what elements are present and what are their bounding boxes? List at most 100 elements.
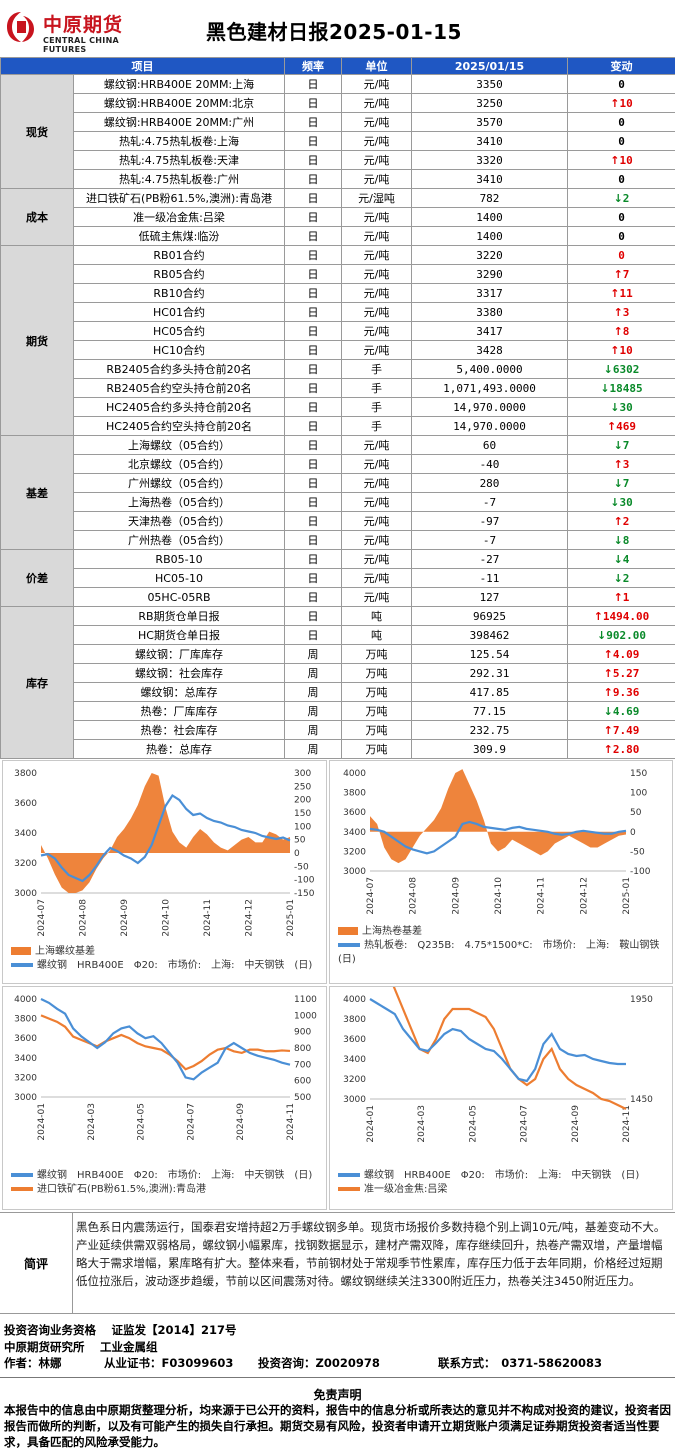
freq-cell: 日 — [284, 74, 342, 94]
freq-cell: 日 — [284, 340, 342, 360]
change-value: 0 — [618, 115, 625, 129]
arrow-down-icon: ↓ — [610, 495, 620, 509]
value-cell: -11 — [411, 568, 568, 588]
value-cell: 1400 — [411, 207, 568, 227]
change-cell: ↓4.69 — [567, 701, 675, 721]
y-left-tick: 3800 — [14, 769, 37, 779]
change-cell: 0 — [567, 226, 675, 246]
x-tick: 2024-08 — [79, 899, 89, 937]
arrow-up-icon: ↑ — [603, 742, 613, 756]
item-cell: 热轧:4.75热轧板卷:广州 — [73, 169, 285, 189]
table-row: 基差 上海螺纹（05合约）日元/吨 60 ↓7 — [0, 435, 675, 550]
value-cell: 3250 — [411, 93, 568, 113]
change-value: 4.69 — [612, 704, 640, 718]
x-tick: 2024-03 — [417, 1105, 427, 1143]
unit-cell: 元/吨 — [341, 150, 412, 170]
change-cell: ↓2 — [567, 568, 675, 588]
logo-text-cn: 中原期货 — [43, 14, 124, 36]
chart-rebar-vs-iron-ore: 3000 3200 3400 3600 3800 4000 500 600 700 800 900 1… — [2, 986, 327, 1210]
unit-cell: 元/吨 — [341, 435, 412, 455]
change-cell: ↑3 — [567, 302, 675, 322]
secondary-line — [392, 987, 627, 1110]
freq-cell: 日 — [284, 378, 342, 398]
arrow-up-icon: ↑ — [603, 647, 613, 661]
arrow-down-icon: ↓ — [613, 571, 623, 585]
chart-svg: 3000 3200 3400 3600 3800 -150 -100 -50 0 50 100 150… — [14, 769, 315, 937]
unit-cell: 元/吨 — [341, 264, 412, 284]
item-cell: HC05-10 — [73, 568, 285, 588]
item-cell: RB05合约 — [73, 264, 285, 284]
item-cell: HC10合约 — [73, 340, 285, 360]
secondary-line — [40, 1014, 291, 1071]
report-header: 中原期货 CENTRAL CHINA FUTURES 黑色建材日报2025-01… — [0, 0, 675, 57]
change-value: 10 — [619, 96, 633, 110]
unit-cell: 元/吨 — [341, 568, 412, 588]
legend-area-swatch — [11, 947, 31, 955]
table-row: HC期货仓单日报日吨 398462 ↓902.00 — [1, 625, 675, 645]
x-tick: 2025-01 — [622, 877, 632, 915]
freq-cell: 日 — [284, 416, 342, 436]
logo-text-en: CENTRAL CHINA FUTURES — [43, 36, 120, 54]
table-row: 广州热卷（05合约）日元/吨 -7 ↓8 — [1, 530, 675, 550]
change-value: 18485 — [609, 381, 643, 395]
category-cell: 期货 — [0, 245, 74, 436]
unit-cell: 元/吨 — [341, 511, 412, 531]
freq-cell: 日 — [284, 264, 342, 284]
disclaimer-text: 本报告中的信息由中原期货整理分析，均来源于已公开的资料，报告中的信息分析或所表达… — [4, 1403, 671, 1449]
item-cell: 螺纹钢:HRB400E 20MM:上海 — [73, 74, 285, 94]
table-row: 低硫主焦煤:临汾日元/吨 1400 0 — [1, 226, 675, 246]
table-row: 热轧:4.75热轧板卷:天津日元/吨 3320 ↑10 — [1, 150, 675, 170]
y-left-tick: 3200 — [343, 847, 366, 857]
unit-cell: 元/吨 — [341, 283, 412, 303]
arrow-up-icon: ↑ — [613, 590, 623, 604]
review-section: 简评 黑色系日内震荡运行，国泰君安增持超2万手螺纹钢多单。现货市场报价多数持稳个… — [0, 1212, 675, 1314]
y-left-tick: 4000 — [14, 995, 37, 1005]
freq-cell: 日 — [284, 625, 342, 645]
item-cell: 螺纹钢：总库存 — [73, 682, 285, 702]
change-value: 11 — [619, 286, 633, 300]
y-right-tick: 600 — [294, 1077, 311, 1087]
arrow-down-icon: ↓ — [600, 381, 610, 395]
legend-label: 上海热卷基差 — [362, 926, 422, 937]
table-row: 库存 RB期货仓单日报日吨 96925 ↑1494.00 — [0, 606, 675, 759]
review-label: 简评 — [0, 1213, 73, 1313]
unit-cell: 元/湿吨 — [341, 188, 412, 208]
category-cell: 库存 — [0, 606, 74, 759]
item-cell: 螺纹钢:HRB400E 20MM:广州 — [73, 112, 285, 132]
unit-cell: 元/吨 — [341, 340, 412, 360]
unit-cell: 元/吨 — [341, 454, 412, 474]
y-right-tick: 1950 — [630, 995, 653, 1005]
item-cell: HC2405合约多头持仓前20名 — [73, 397, 285, 417]
unit-cell: 手 — [341, 416, 412, 436]
y-right-tick: 800 — [294, 1044, 311, 1054]
price-line — [369, 820, 627, 855]
table-row: 热卷：总库存周万吨 309.9 ↑2.80 — [1, 739, 675, 759]
cert-line: 从业证书：F03099603 — [104, 1356, 234, 1370]
unit-cell: 吨 — [341, 606, 412, 626]
freq-cell: 周 — [284, 682, 342, 702]
y-left-tick: 3600 — [343, 808, 366, 818]
y-right-tick: 900 — [294, 1028, 311, 1038]
change-cell: ↑2 — [567, 511, 675, 531]
arrow-up-icon: ↑ — [613, 457, 623, 471]
value-cell: 3317 — [411, 283, 568, 303]
change-cell: ↑7 — [567, 264, 675, 284]
table-row: 螺纹钢：厂库库存周万吨 125.54 ↑4.09 — [1, 644, 675, 664]
table-row: 北京螺纹（05合约）日元/吨 -40 ↑3 — [1, 454, 675, 474]
charts-area: 3000 3200 3400 3600 3800 -150 -100 -50 0 50 100 150… — [0, 760, 675, 1210]
item-cell: 热卷：厂库库存 — [73, 701, 285, 721]
legend-item: 螺纹钢 HRB400E Φ20: 市场价: 上海: 中天钢铁 (日) — [11, 1169, 320, 1183]
freq-cell: 日 — [284, 549, 342, 569]
item-cell: 螺纹钢：厂库库存 — [73, 644, 285, 664]
change-value: 3 — [622, 305, 630, 319]
change-cell: 0 — [567, 207, 675, 227]
legend-label: 热轧板卷: Q235B: 4.75*1500*C: 市场价: 上海: 鞍山钢铁 … — [338, 940, 670, 965]
x-tick: 2024-01 — [366, 1105, 376, 1143]
table-row: RB2405合约空头持仓前20名日手 1,071,493.0000 ↓18485 — [1, 378, 675, 398]
y-right-tick: 500 — [294, 1093, 311, 1103]
arrow-up-icon: ↑ — [610, 153, 620, 167]
arrow-up-icon: ↑ — [606, 419, 617, 433]
divider — [0, 1377, 675, 1378]
change-cell: ↓6302 — [567, 359, 675, 379]
arrow-down-icon: ↓ — [603, 362, 613, 376]
